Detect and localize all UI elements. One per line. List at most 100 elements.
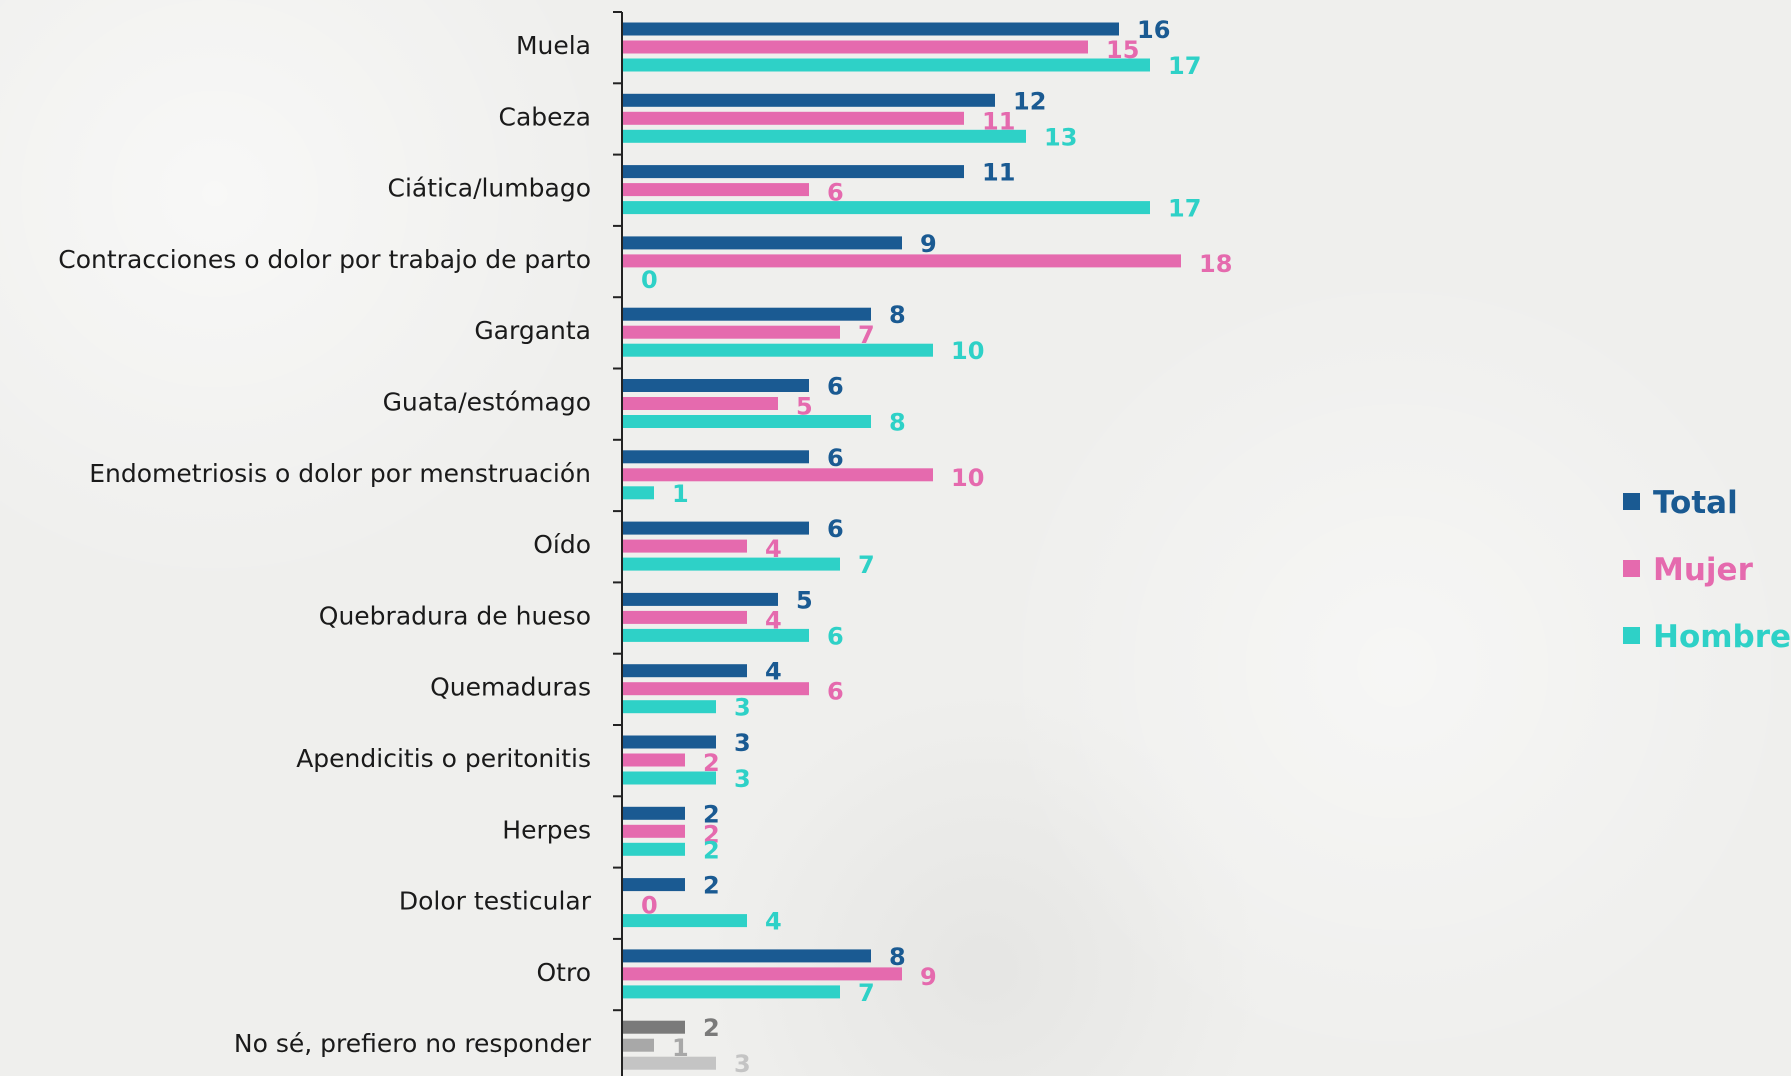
value-label-mujer-apendicitis-o-peritonitis: 2: [703, 749, 720, 777]
bar-hombre-quebradura-de-hueso: [623, 628, 809, 642]
value-label-total-muela: 16: [1137, 16, 1170, 44]
category-label-endometriosis-o-dolor-por-menstruacion: Endometriosis o dolor por menstruación: [89, 459, 591, 488]
value-label-mujer-ciatica-lumbago: 6: [827, 179, 844, 207]
category-label-contracciones-o-dolor-por-trabajo-de-parto: Contracciones o dolor por trabajo de par…: [58, 245, 591, 274]
category-label-apendicitis-o-peritonitis: Apendicitis o peritonitis: [296, 744, 591, 773]
category-label-otro: Otro: [536, 958, 591, 987]
bar-mujer-endometriosis-o-dolor-por-menstruacion: [623, 468, 933, 482]
value-label-total-quemaduras: 4: [765, 658, 782, 686]
bar-hombre-guata-estomago: [623, 415, 871, 428]
value-label-mujer-guata-estomago: 5: [796, 393, 813, 421]
bar-mujer-otro: [623, 967, 902, 981]
legend: Total Mujer Hombre: [1623, 485, 1791, 655]
category-label-quemaduras: Quemaduras: [430, 673, 591, 702]
value-label-hombre-no-se-prefiero-no-responder: 3: [734, 1050, 751, 1076]
category-label-quebradura-de-hueso: Quebradura de hueso: [319, 601, 591, 630]
bars-layer: [623, 22, 1181, 1070]
value-label-mujer-dolor-testicular: 0: [641, 892, 658, 920]
value-label-total-dolor-testicular: 2: [703, 872, 720, 900]
bar-total-contracciones-o-dolor-por-trabajo-de-parto: [623, 236, 902, 250]
bar-hombre-oido: [623, 557, 840, 571]
category-label-garganta: Garganta: [474, 316, 591, 345]
category-label-ciatica-lumbago: Ciática/lumbago: [388, 174, 591, 203]
bar-total-muela: [623, 22, 1119, 36]
bar-mujer-oido: [623, 539, 747, 553]
bar-mujer-guata-estomago: [623, 397, 778, 410]
value-label-mujer-herpes: 2: [703, 820, 720, 848]
legend-swatch-total: [1623, 493, 1640, 510]
bar-mujer-apendicitis-o-peritonitis: [623, 753, 685, 767]
bar-mujer-no-se-prefiero-no-responder: [623, 1038, 654, 1052]
bar-total-apendicitis-o-peritonitis: [623, 735, 716, 749]
value-label-mujer-cabeza: 11: [982, 107, 1015, 135]
bar-mujer-muela: [623, 40, 1088, 54]
bar-total-herpes: [623, 806, 685, 820]
value-label-mujer-contracciones-o-dolor-por-trabajo-de-parto: 18: [1199, 250, 1232, 278]
bar-total-quebradura-de-hueso: [623, 592, 778, 606]
value-label-mujer-otro: 9: [920, 963, 937, 991]
bar-mujer-ciatica-lumbago: [623, 183, 809, 197]
bar-hombre-herpes: [623, 842, 685, 856]
bar-mujer-garganta: [623, 325, 840, 339]
value-label-hombre-endometriosis-o-dolor-por-menstruacion: 1: [672, 480, 689, 508]
value-label-hombre-oido: 7: [858, 551, 875, 579]
bar-hombre-cabeza: [623, 129, 1026, 143]
value-label-hombre-garganta: 10: [951, 337, 984, 365]
category-label-muela: Muela: [516, 31, 591, 60]
bar-total-guata-estomago: [623, 379, 809, 392]
value-label-total-apendicitis-o-peritonitis: 3: [734, 729, 751, 757]
bar-total-otro: [623, 949, 871, 963]
value-label-hombre-muela: 17: [1168, 52, 1201, 80]
category-label-guata-estomago: Guata/estómago: [383, 388, 591, 417]
category-label-dolor-testicular: Dolor testicular: [399, 887, 592, 916]
value-label-hombre-dolor-testicular: 4: [765, 908, 782, 936]
value-label-mujer-garganta: 7: [858, 321, 875, 349]
legend-label-total: Total: [1653, 485, 1738, 521]
value-label-hombre-contracciones-o-dolor-por-trabajo-de-parto: 0: [641, 266, 658, 294]
value-label-hombre-otro: 7: [858, 979, 875, 1007]
value-label-hombre-ciatica-lumbago: 17: [1168, 195, 1201, 223]
bar-mujer-quemaduras: [623, 682, 809, 696]
bar-hombre-quemaduras: [623, 700, 716, 714]
value-label-hombre-apendicitis-o-peritonitis: 3: [734, 765, 751, 793]
bar-hombre-endometriosis-o-dolor-por-menstruacion: [623, 486, 654, 500]
legend-label-hombre: Hombre: [1653, 619, 1791, 655]
value-label-mujer-muela: 15: [1106, 36, 1139, 64]
bar-mujer-contracciones-o-dolor-por-trabajo-de-parto: [623, 254, 1181, 268]
bar-total-no-se-prefiero-no-responder: [623, 1020, 685, 1034]
bar-hombre-dolor-testicular: [623, 914, 747, 928]
category-label-cabeza: Cabeza: [499, 102, 591, 131]
category-label-oido: Oído: [533, 530, 591, 559]
value-label-total-cabeza: 12: [1013, 87, 1046, 115]
bar-total-endometriosis-o-dolor-por-menstruacion: [623, 450, 809, 464]
bar-total-ciatica-lumbago: [623, 165, 964, 179]
value-label-hombre-herpes: 2: [703, 836, 720, 864]
bar-total-quemaduras: [623, 664, 747, 678]
value-label-total-quebradura-de-hueso: 5: [796, 586, 813, 614]
value-label-mujer-endometriosis-o-dolor-por-menstruacion: 10: [951, 464, 984, 492]
value-label-hombre-quemaduras: 3: [734, 694, 751, 722]
category-label-herpes: Herpes: [502, 815, 591, 844]
value-label-total-ciatica-lumbago: 11: [982, 159, 1015, 187]
bar-hombre-no-se-prefiero-no-responder: [623, 1056, 716, 1070]
value-label-mujer-oido: 4: [765, 535, 782, 563]
bar-hombre-ciatica-lumbago: [623, 201, 1150, 215]
bar-hombre-otro: [623, 985, 840, 999]
bar-total-garganta: [623, 307, 871, 321]
value-label-total-otro: 8: [889, 943, 906, 971]
value-label-total-guata-estomago: 6: [827, 373, 844, 401]
legend-swatch-mujer: [1623, 560, 1640, 577]
value-label-hombre-guata-estomago: 8: [889, 409, 906, 437]
value-label-total-herpes: 2: [703, 800, 720, 828]
value-label-mujer-quebradura-de-hueso: 4: [765, 606, 782, 634]
bar-total-oido: [623, 521, 809, 535]
bar-mujer-cabeza: [623, 111, 964, 125]
legend-label-mujer: Mujer: [1653, 552, 1754, 588]
value-label-total-oido: 6: [827, 515, 844, 543]
value-label-hombre-quebradura-de-hueso: 6: [827, 622, 844, 650]
labels-layer: Muela161517Cabeza121113Ciática/lumbago11…: [58, 16, 1232, 1076]
legend-swatch-hombre: [1623, 627, 1640, 644]
bar-hombre-apendicitis-o-peritonitis: [623, 771, 716, 785]
bar-hombre-garganta: [623, 343, 933, 357]
